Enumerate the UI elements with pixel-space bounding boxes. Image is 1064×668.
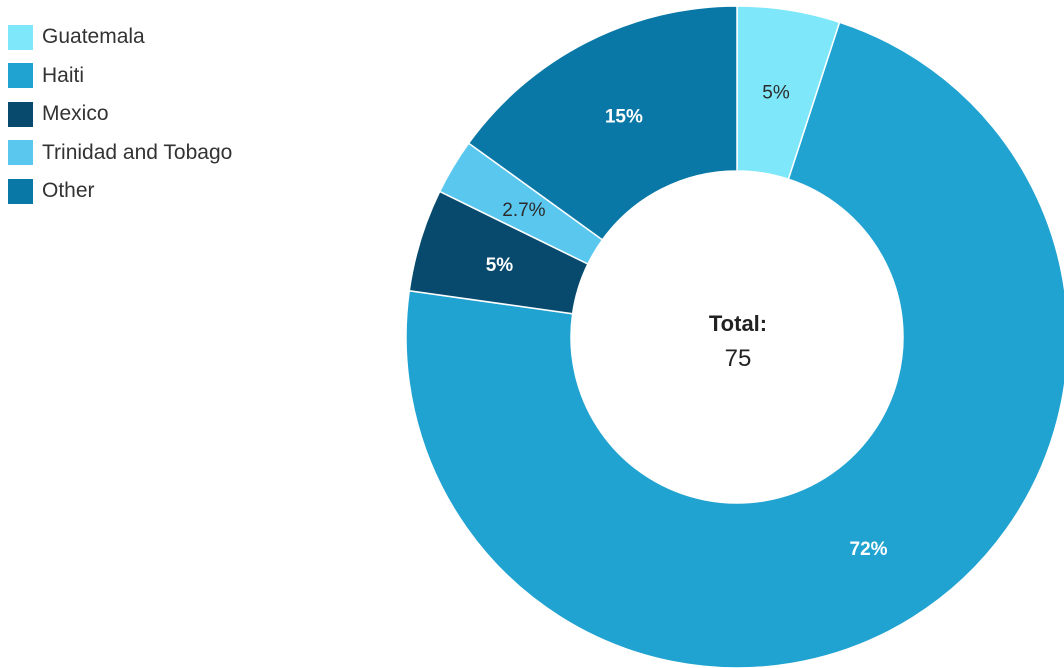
legend-swatch-trinidad-and-tobago bbox=[8, 140, 33, 166]
donut-slice-label-guatemala: 5% bbox=[762, 83, 790, 104]
legend-swatch-mexico bbox=[8, 101, 33, 127]
donut-slice-haiti[interactable] bbox=[405, 21, 1064, 668]
chart-legend: Guatemala Haiti Mexico Trinidad and Toba… bbox=[8, 18, 232, 211]
legend-label-haiti: Haiti bbox=[42, 63, 85, 87]
legend-swatch-other bbox=[8, 178, 33, 204]
donut-slice-label-other: 15% bbox=[605, 107, 643, 128]
donut-slice-label-haiti: 72% bbox=[850, 539, 888, 560]
legend-label-guatemala: Guatemala bbox=[42, 25, 145, 49]
legend-item-trinidad-and-tobago[interactable]: Trinidad and Tobago bbox=[8, 134, 232, 173]
legend-swatch-guatemala bbox=[8, 24, 33, 50]
legend-swatch-haiti bbox=[8, 63, 33, 89]
legend-item-guatemala[interactable]: Guatemala bbox=[8, 18, 232, 57]
donut-center-title: Total: bbox=[709, 311, 767, 336]
donut-slice-label-trinidad-and-tobago: 2.7% bbox=[502, 200, 545, 221]
donut-center-value: 75 bbox=[725, 345, 752, 372]
donut-slice-labels: 5% 72% 5% 2.7% 15% bbox=[486, 83, 888, 560]
donut-slice-label-mexico: 5% bbox=[486, 255, 514, 276]
donut-slice-other[interactable] bbox=[467, 5, 738, 241]
legend-label-other: Other bbox=[42, 179, 95, 203]
legend-label-mexico: Mexico bbox=[42, 102, 109, 126]
donut-slices bbox=[405, 5, 1064, 668]
legend-item-other[interactable]: Other bbox=[8, 172, 232, 211]
legend-item-haiti[interactable]: Haiti bbox=[8, 57, 232, 96]
legend-item-mexico[interactable]: Mexico bbox=[8, 95, 232, 134]
legend-label-trinidad-and-tobago: Trinidad and Tobago bbox=[42, 140, 233, 164]
